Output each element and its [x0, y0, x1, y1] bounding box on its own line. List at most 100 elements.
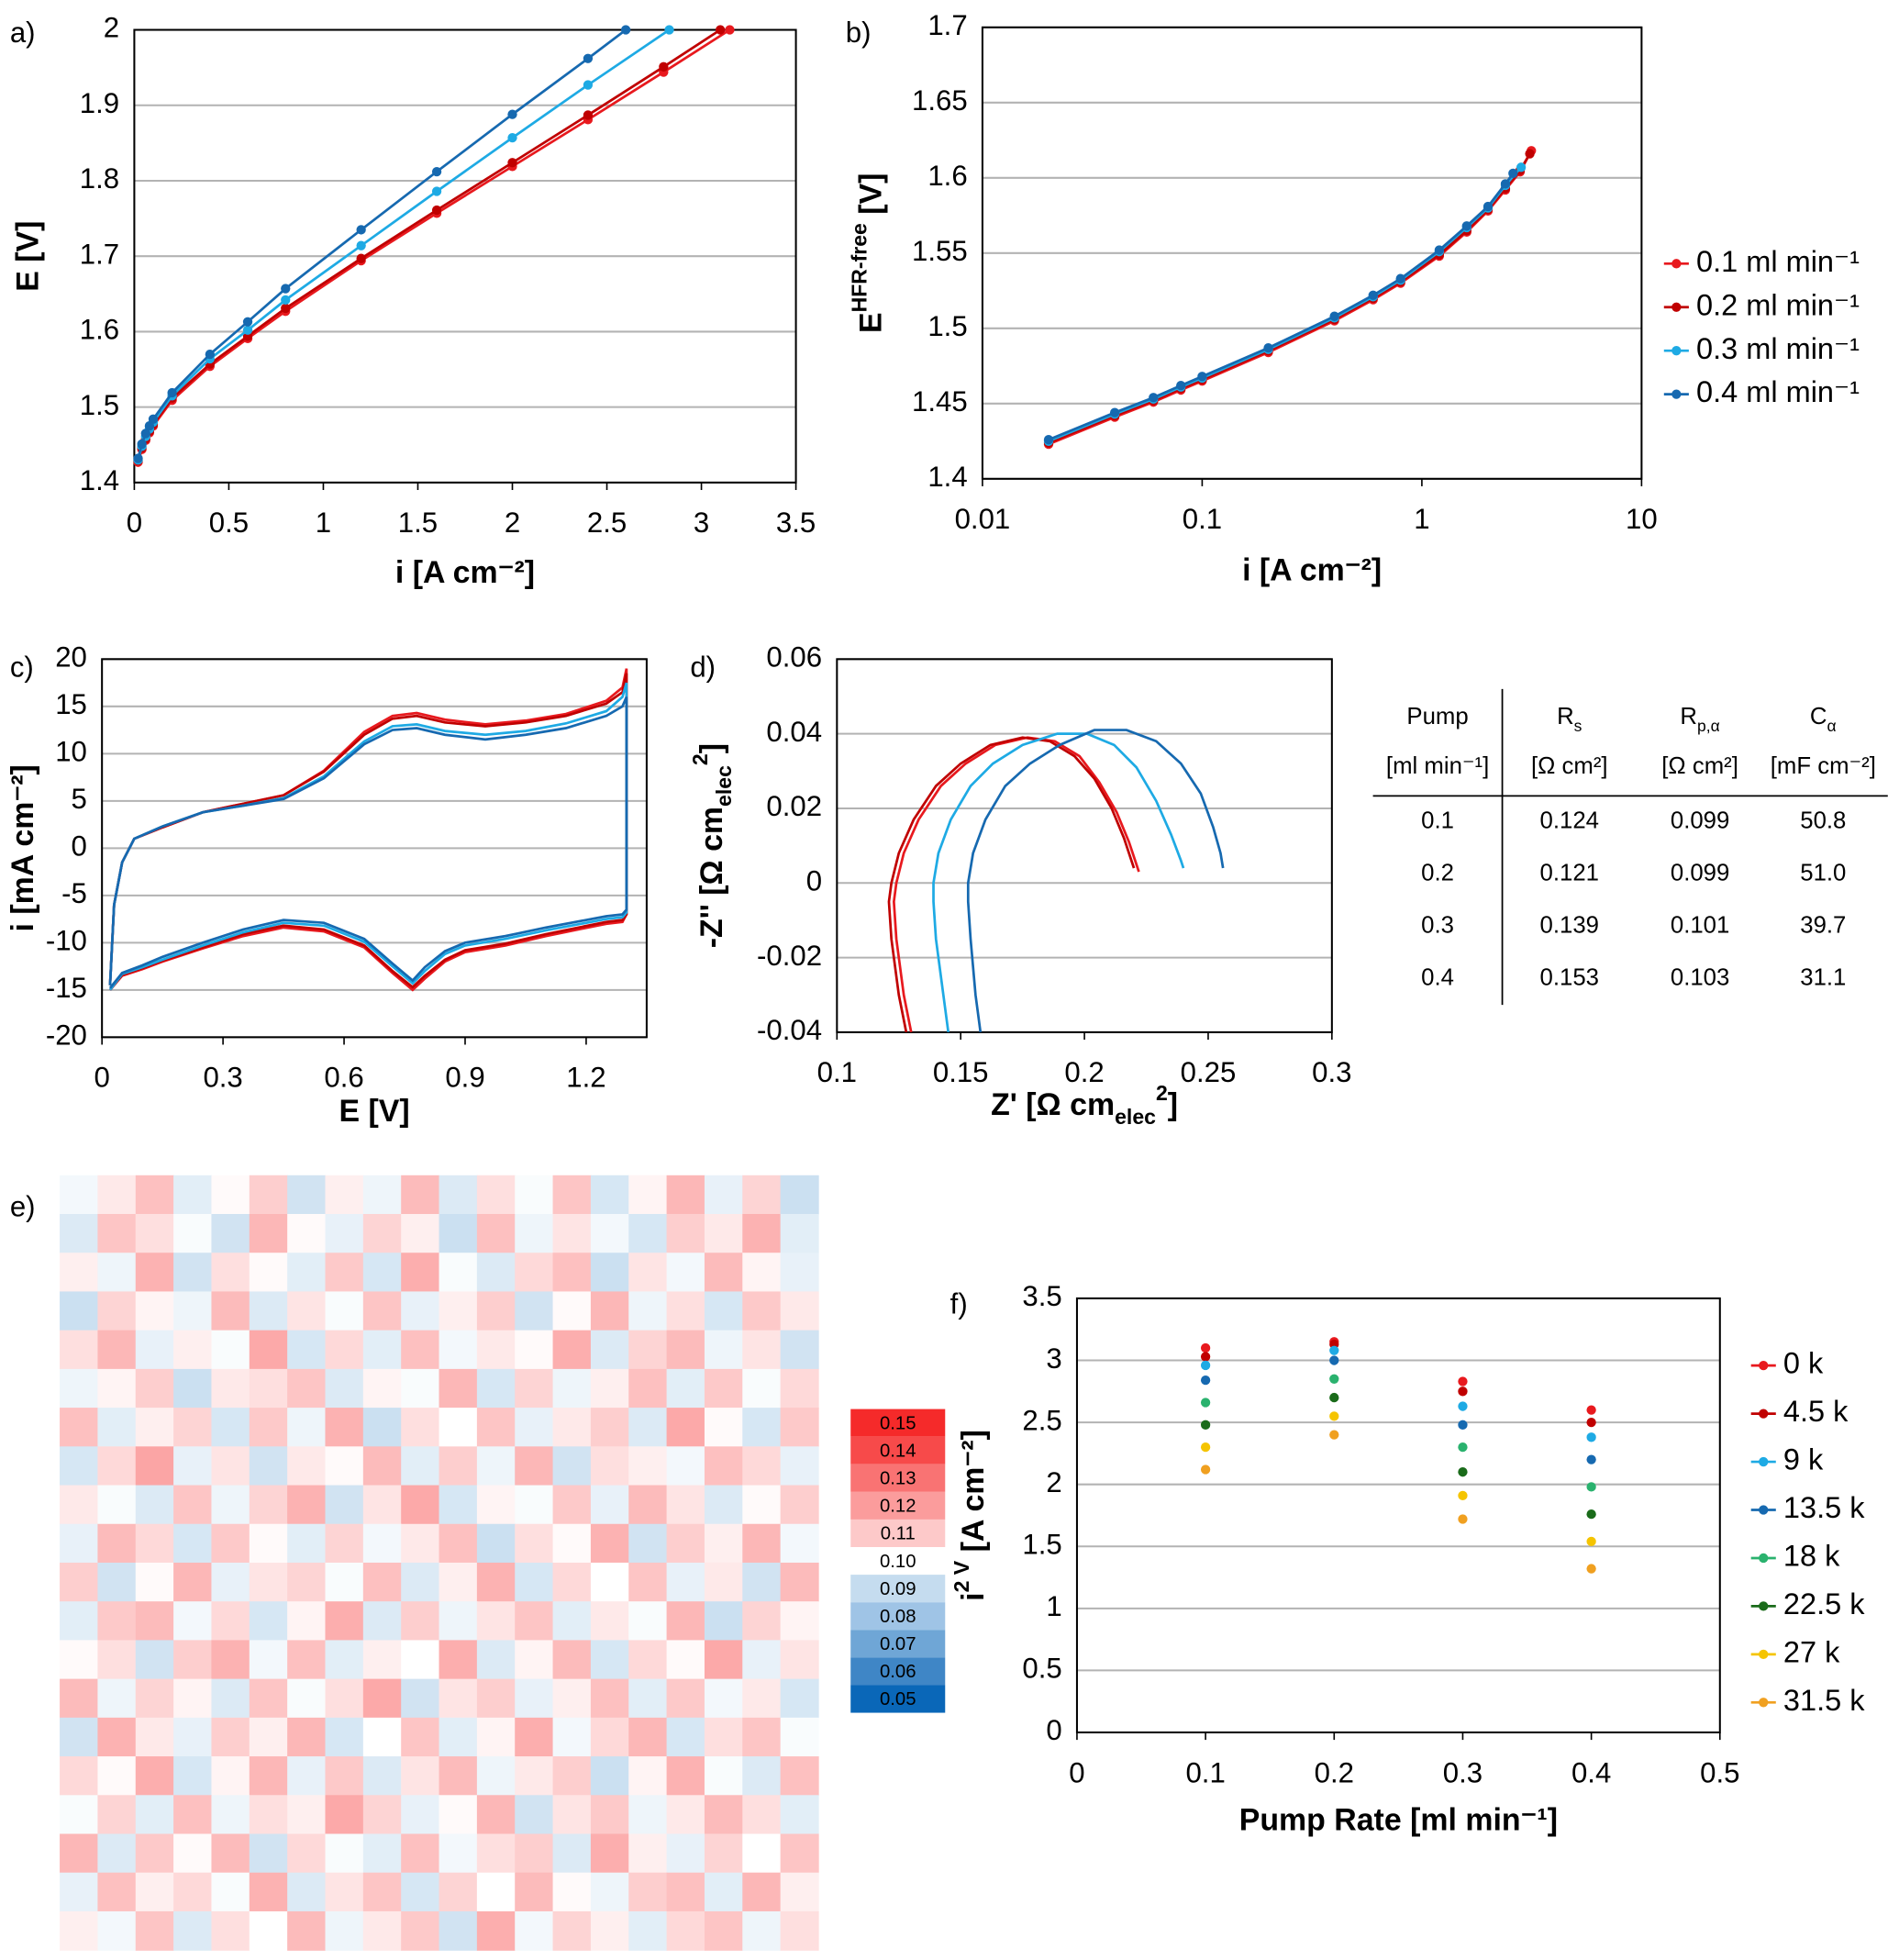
heatmap-cell	[780, 1833, 819, 1874]
heatmap-cell	[97, 1253, 137, 1293]
label-part: elec	[712, 765, 736, 807]
table-cell: 0.153	[1540, 964, 1599, 990]
heatmap-cell	[249, 1872, 288, 1912]
x-axis-label: Pump Rate [ml min⁻¹]	[1239, 1803, 1558, 1838]
heatmap-cell	[401, 1368, 440, 1409]
heatmap-cell	[742, 1330, 782, 1370]
heatmap-cell	[476, 1291, 516, 1331]
label-part: [A cm⁻²]	[956, 1430, 991, 1561]
legend-label: 9 k	[1783, 1443, 1824, 1476]
heatmap-cell	[173, 1175, 213, 1215]
heatmap-cell	[742, 1640, 782, 1680]
heatmap-cell	[780, 1485, 819, 1525]
heatmap-cell	[401, 1910, 440, 1951]
heatmap-cell	[476, 1717, 516, 1757]
heatmap-cell	[211, 1330, 250, 1370]
x-axis-label: Z' [Ω cmelec2]	[991, 1081, 1178, 1129]
legend-marker	[1759, 1361, 1769, 1371]
data-point	[1368, 290, 1378, 300]
y-tick-label: 1.4	[927, 461, 967, 493]
heatmap-cell	[97, 1795, 137, 1835]
heatmap-cell	[362, 1175, 402, 1215]
heatmap-cell	[173, 1756, 213, 1796]
data-point	[1200, 1442, 1211, 1453]
table-header: Cα	[1810, 704, 1837, 735]
heatmap-cell	[590, 1214, 629, 1253]
heatmap-cell	[135, 1795, 174, 1835]
heatmap-cell	[249, 1601, 288, 1642]
heatmap-cell	[476, 1562, 516, 1602]
y-tick-label: 2	[1046, 1466, 1061, 1498]
y-axis-label: i [mA cm⁻²]	[6, 764, 40, 931]
heatmap-cell	[515, 1910, 554, 1951]
data-point	[1109, 407, 1120, 418]
heatmap-cell	[439, 1214, 478, 1253]
heatmap-cell	[439, 1368, 478, 1409]
heatmap-cell	[780, 1872, 819, 1912]
heatmap-cell	[287, 1214, 327, 1253]
heatmap-cell	[362, 1253, 402, 1293]
heatmap-cell	[704, 1291, 743, 1331]
label-part: 2	[688, 753, 712, 765]
heatmap-cell	[249, 1214, 288, 1253]
x-tick-label: 1.2	[566, 1062, 605, 1094]
colorbar-label: 0.05	[880, 1689, 916, 1709]
heatmap-cell	[590, 1872, 629, 1912]
data-point	[1586, 1454, 1596, 1464]
legend-marker	[1759, 1698, 1769, 1708]
heatmap-cell	[401, 1562, 440, 1602]
heatmap-cell	[704, 1368, 743, 1409]
y-tick-label: -5	[61, 877, 87, 909]
data-point	[1458, 1420, 1468, 1430]
heatmap-cell	[552, 1330, 592, 1370]
heatmap-cell	[515, 1446, 554, 1487]
heatmap-cell	[211, 1368, 250, 1409]
heatmap-cell	[97, 1756, 137, 1796]
heatmap-cell	[476, 1408, 516, 1447]
data-point	[1200, 1420, 1211, 1430]
heatmap-cell	[60, 1640, 99, 1680]
heatmap-cell	[666, 1330, 705, 1370]
heatmap-cell	[97, 1330, 137, 1370]
heatmap-cell	[439, 1330, 478, 1370]
data-point	[1458, 1376, 1468, 1386]
colorbar-cell	[850, 1519, 946, 1548]
data-point	[583, 80, 594, 90]
heatmap-cell	[552, 1678, 592, 1719]
heatmap-cell	[135, 1562, 174, 1602]
label-part: R	[1557, 704, 1574, 729]
heatmap-cell	[552, 1368, 592, 1409]
x-tick-label: 0.01	[955, 503, 1011, 535]
legend-label: 0.4 ml min⁻¹	[1696, 375, 1860, 408]
data-point	[133, 453, 143, 463]
y-tick-label: 0	[1046, 1714, 1061, 1746]
heatmap-cell	[666, 1253, 705, 1293]
series-line	[887, 736, 1136, 1032]
data-point	[281, 303, 291, 314]
data-point	[431, 186, 442, 196]
colorbar-label: 0.11	[881, 1524, 916, 1544]
heatmap-cell	[401, 1640, 440, 1680]
panel-label: c)	[10, 651, 34, 683]
heatmap-cell	[439, 1795, 478, 1835]
heatmap-cell	[325, 1330, 364, 1370]
x-tick-label: 1	[1414, 503, 1429, 535]
heatmap-cell	[742, 1833, 782, 1874]
heatmap-cell	[97, 1678, 137, 1719]
data-point	[1263, 342, 1273, 353]
heatmap-cell	[287, 1523, 327, 1564]
heatmap-cell	[590, 1678, 629, 1719]
y-tick-label: 0	[72, 830, 87, 863]
heatmap-cell	[515, 1253, 554, 1293]
data-point	[1458, 1442, 1468, 1453]
heatmap-cell	[628, 1717, 668, 1757]
data-point	[1200, 1352, 1211, 1362]
legend-marker	[1671, 389, 1682, 399]
heatmap-cell	[780, 1330, 819, 1370]
heatmap-cell	[173, 1253, 213, 1293]
heatmap-cell	[135, 1368, 174, 1409]
heatmap-cell	[552, 1872, 592, 1912]
y-tick-label: 20	[55, 641, 87, 674]
heatmap-cell	[476, 1872, 516, 1912]
heatmap-cell	[97, 1214, 137, 1253]
